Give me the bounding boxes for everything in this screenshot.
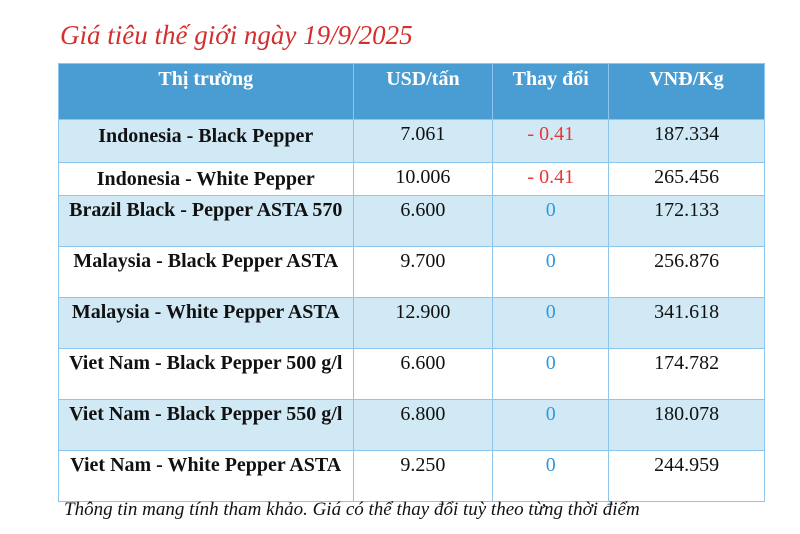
market-cell: Viet Nam - Black Pepper 550 g/l xyxy=(58,399,354,451)
change-cell: 0 xyxy=(492,297,610,349)
change-cell: 0 xyxy=(492,246,610,298)
vnd-cell: 244.959 xyxy=(608,450,765,502)
vnd-cell: 187.334 xyxy=(608,119,765,163)
usd-cell: 7.061 xyxy=(352,119,494,163)
usd-cell: 10.006 xyxy=(352,162,494,196)
table-row: Malaysia - White Pepper ASTA 12.900 0 341.6… xyxy=(58,297,765,349)
usd-cell: 12.900 xyxy=(352,297,494,349)
change-cell: 0 xyxy=(492,348,610,400)
market-cell: Indonesia - Black Pepper xyxy=(58,119,354,163)
vnd-cell: 172.133 xyxy=(608,195,765,247)
market-cell: Indonesia - White Pepper xyxy=(58,162,354,196)
usd-cell: 6.800 xyxy=(352,399,494,451)
disclaimer-note: Thông tin mang tính tham khảo. Giá có th… xyxy=(64,499,640,520)
header-usd: USD/tấn xyxy=(352,63,494,120)
header-change: Thay đổi xyxy=(492,63,610,120)
vnd-cell: 265.456 xyxy=(608,162,765,196)
vnd-cell: 180.078 xyxy=(608,399,765,451)
market-cell: Malaysia - Black Pepper ASTA xyxy=(58,246,354,298)
table-row: Viet Nam - Black Pepper 550 g/l 6.800 0 180… xyxy=(58,399,765,451)
table-row: Viet Nam - Black Pepper 500 g/l 6.600 0 174… xyxy=(58,348,765,400)
market-cell: Brazil Black - Pepper ASTA 570 xyxy=(58,195,354,247)
usd-cell: 9.700 xyxy=(352,246,494,298)
change-cell: - 0.41 xyxy=(492,119,610,163)
vnd-cell: 174.782 xyxy=(608,348,765,400)
market-cell: Malaysia - White Pepper ASTA xyxy=(58,297,354,349)
page-title: Giá tiêu thế giới ngày 19/9/2025 xyxy=(60,20,413,50)
market-cell: Viet Nam - White Pepper ASTA xyxy=(58,450,354,502)
change-cell: 0 xyxy=(492,399,610,451)
table-row: Indonesia - Black Pepper 7.061- 0.41 187.3… xyxy=(58,119,765,163)
table-row: Brazil Black - Pepper ASTA 570 6.600 0 172.… xyxy=(58,195,765,247)
table-row: Indonesia - White Pepper 10.006- 0.41 265.… xyxy=(58,162,765,196)
usd-cell: 6.600 xyxy=(352,348,494,400)
change-cell: 0 xyxy=(492,195,610,247)
table-row: Malaysia - Black Pepper ASTA 9.700 0 256.87… xyxy=(58,246,765,298)
change-cell: - 0.41 xyxy=(492,162,610,196)
table-header: Thị trường USD/tấn Thay đổi VNĐ/Kg xyxy=(58,63,765,120)
market-cell: Viet Nam - Black Pepper 500 g/l xyxy=(58,348,354,400)
vnd-cell: 341.618 xyxy=(608,297,765,349)
header-market: Thị trường xyxy=(58,63,354,120)
change-cell: 0 xyxy=(492,450,610,502)
price-table: Thị trường USD/tấn Thay đổi VNĐ/Kg Indon… xyxy=(58,63,765,502)
header-vnd: VNĐ/Kg xyxy=(608,63,765,120)
vnd-cell: 256.876 xyxy=(608,246,765,298)
table-row: Viet Nam - White Pepper ASTA 9.250 0 244.95… xyxy=(58,450,765,502)
usd-cell: 6.600 xyxy=(352,195,494,247)
usd-cell: 9.250 xyxy=(352,450,494,502)
